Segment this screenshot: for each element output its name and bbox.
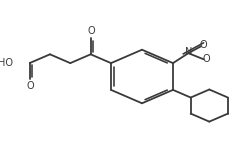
Text: O: O bbox=[27, 81, 34, 91]
Text: O: O bbox=[88, 26, 96, 36]
Text: O: O bbox=[199, 40, 207, 50]
Text: O: O bbox=[203, 54, 211, 64]
Text: HO: HO bbox=[0, 58, 13, 68]
Text: N: N bbox=[185, 47, 193, 57]
